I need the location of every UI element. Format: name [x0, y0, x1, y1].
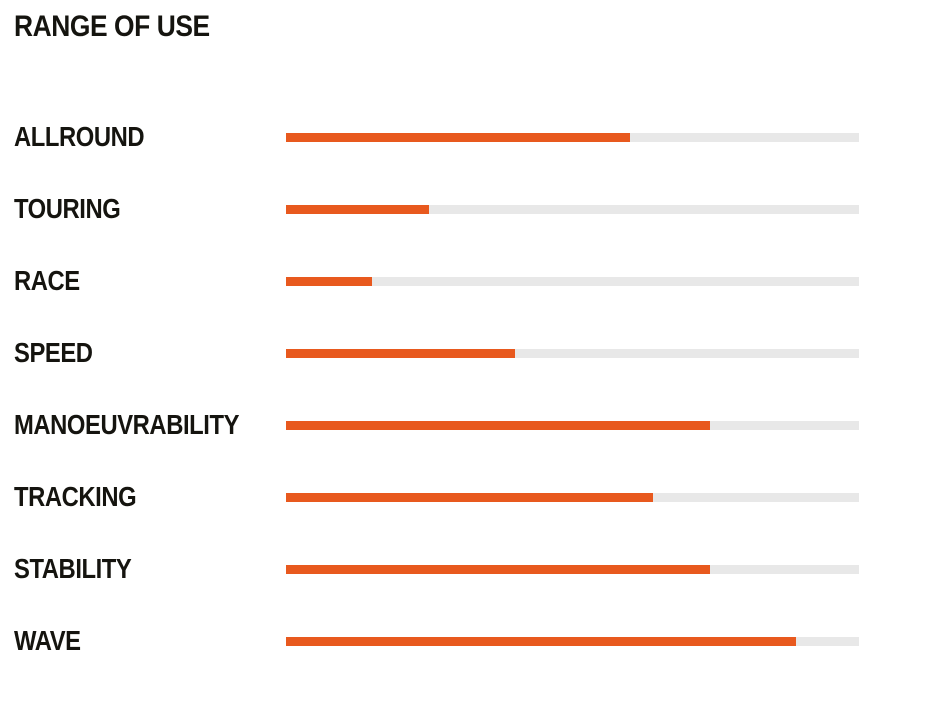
row-label-cell: MANOEUVRABILITY [0, 409, 286, 441]
row-label: MANOEUVRABILITY [14, 409, 240, 440]
row-label-cell: STABILITY [0, 553, 286, 585]
bar-fill [286, 132, 630, 142]
bar-fill [286, 564, 711, 574]
bar-fill [286, 420, 711, 430]
chart-row: TOURING [0, 173, 926, 245]
chart-row: TRACKING [0, 461, 926, 533]
bar-track [286, 276, 859, 286]
chart-row: WAVE [0, 605, 926, 677]
row-label: RACE [14, 265, 80, 296]
bar-track [286, 132, 859, 142]
bar-track [286, 348, 859, 358]
bar-fill [286, 276, 372, 286]
bar-track [286, 564, 859, 574]
row-label: STABILITY [14, 553, 132, 584]
bar-track [286, 204, 859, 214]
chart-row: RACE [0, 245, 926, 317]
row-label: WAVE [14, 625, 81, 656]
bar-fill [286, 348, 516, 358]
row-label: ALLROUND [14, 121, 145, 152]
row-label-cell: TRACKING [0, 481, 286, 513]
row-label-cell: WAVE [0, 625, 286, 657]
chart-row: STABILITY [0, 533, 926, 605]
row-label-cell: SPEED [0, 337, 286, 369]
chart-row: MANOEUVRABILITY [0, 389, 926, 461]
chart-row: ALLROUND [0, 101, 926, 173]
row-label-cell: ALLROUND [0, 121, 286, 153]
bar-fill [286, 204, 430, 214]
bar-track [286, 492, 859, 502]
row-label: TOURING [14, 193, 121, 224]
row-label: TRACKING [14, 481, 137, 512]
chart-row: SPEED [0, 317, 926, 389]
bar-fill [286, 636, 796, 646]
bar-fill [286, 492, 653, 502]
bar-track [286, 420, 859, 430]
bar-track [286, 636, 859, 646]
chart-title: RANGE OF USE [14, 10, 210, 43]
row-label-cell: RACE [0, 265, 286, 297]
row-label: SPEED [14, 337, 93, 368]
horizontal-bar-chart: ALLROUND TOURING RACE SPEED MANOEUVRABIL [0, 101, 926, 677]
row-label-cell: TOURING [0, 193, 286, 225]
